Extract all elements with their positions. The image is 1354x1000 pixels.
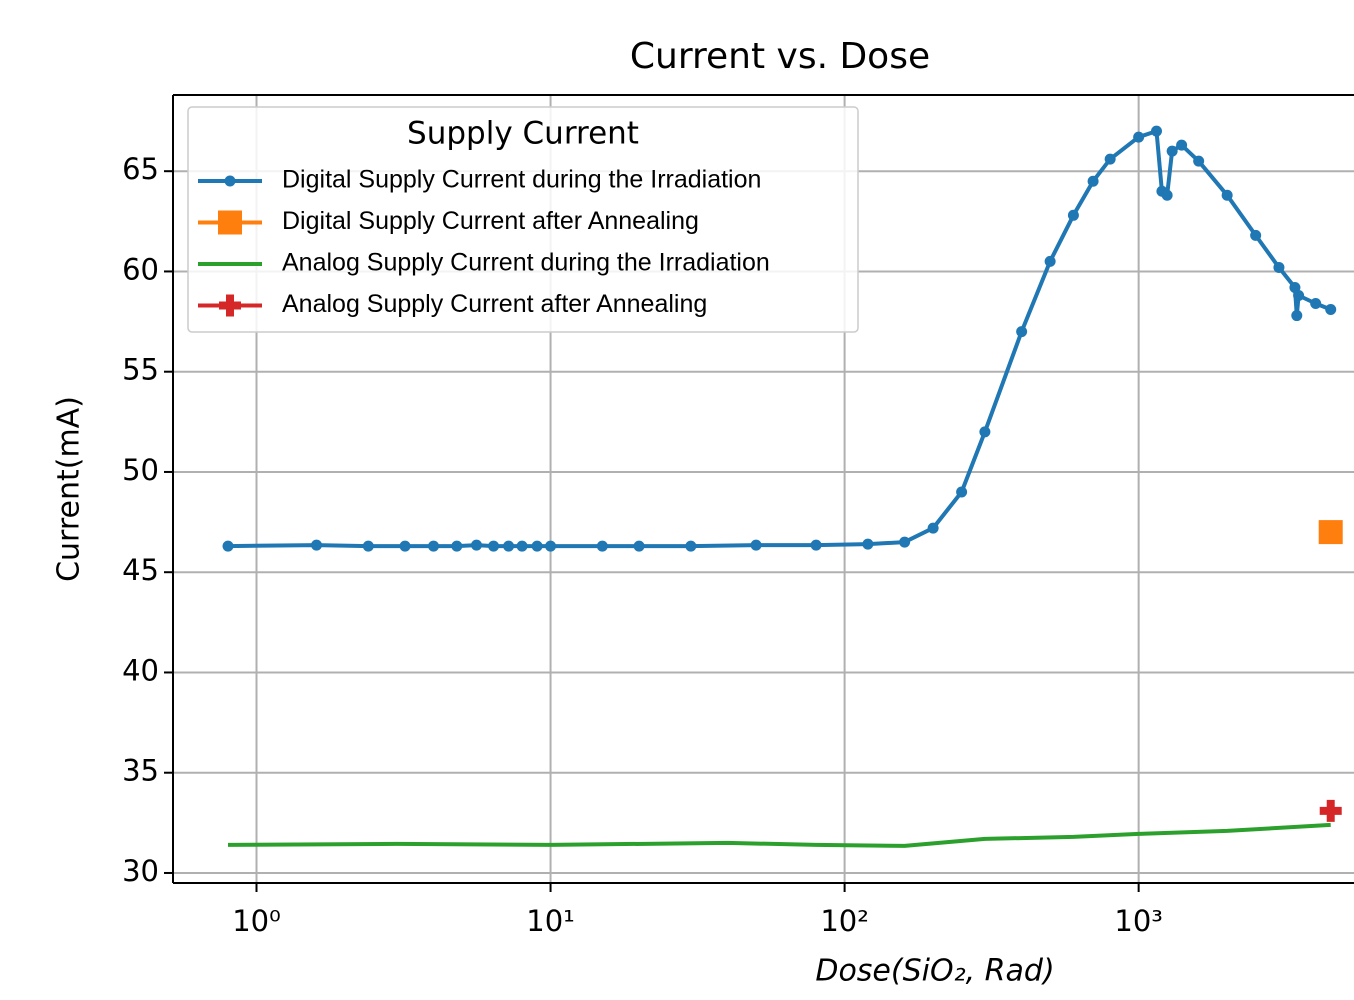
point bbox=[1161, 189, 1173, 201]
y-tick-label: 55 bbox=[122, 353, 159, 387]
legend-title: Supply Current bbox=[407, 116, 639, 152]
point bbox=[471, 539, 483, 551]
series-line bbox=[227, 822, 1331, 848]
point bbox=[1087, 175, 1099, 187]
legend-label: Digital Supply Current during the Irradi… bbox=[282, 166, 761, 194]
point bbox=[1133, 131, 1145, 143]
point bbox=[1310, 298, 1322, 310]
y-tick-label: 50 bbox=[122, 453, 159, 487]
legend-label: Digital Supply Current after Annealing bbox=[282, 207, 699, 235]
point bbox=[1319, 799, 1342, 822]
point bbox=[956, 486, 968, 498]
point bbox=[1016, 326, 1028, 338]
point bbox=[979, 426, 991, 438]
point bbox=[1250, 229, 1262, 241]
point bbox=[218, 210, 242, 235]
point bbox=[1273, 261, 1285, 273]
y-axis-label: Current(mA) bbox=[52, 396, 87, 582]
chart-title: Current vs. Dose bbox=[630, 36, 930, 77]
y-tick-label: 65 bbox=[122, 152, 159, 186]
point bbox=[927, 522, 939, 534]
x-axis-label: Dose(SiO₂, Rad) bbox=[815, 954, 1054, 989]
point bbox=[1166, 145, 1178, 157]
x-tick-label: 10¹ bbox=[526, 904, 575, 938]
point bbox=[488, 540, 500, 552]
legend-label: Analog Supply Current during the Irradia… bbox=[282, 249, 770, 277]
y-tick-label: 40 bbox=[122, 653, 159, 687]
y-tick-label: 30 bbox=[122, 854, 159, 888]
point bbox=[633, 540, 645, 552]
point bbox=[1291, 310, 1303, 322]
point bbox=[862, 538, 874, 550]
point bbox=[1104, 153, 1116, 165]
point bbox=[596, 540, 608, 552]
point bbox=[1325, 304, 1337, 316]
point bbox=[399, 540, 411, 552]
point bbox=[311, 539, 323, 551]
point bbox=[1176, 139, 1188, 151]
point bbox=[1150, 125, 1162, 137]
x-tick-label: 10² bbox=[820, 904, 869, 938]
point bbox=[685, 540, 697, 552]
point bbox=[1067, 209, 1079, 221]
point bbox=[362, 540, 374, 552]
y-tick-label: 45 bbox=[122, 553, 159, 587]
point bbox=[428, 540, 440, 552]
point bbox=[810, 539, 822, 551]
plot-area bbox=[222, 125, 1343, 848]
point bbox=[222, 540, 234, 552]
y-tick-label: 35 bbox=[122, 754, 159, 788]
point bbox=[899, 536, 911, 548]
point bbox=[1318, 520, 1343, 545]
legend-box bbox=[187, 106, 859, 333]
point bbox=[545, 540, 557, 552]
point bbox=[503, 540, 515, 552]
point bbox=[1293, 290, 1305, 302]
legend: Supply Current Digital Supply Current du… bbox=[187, 106, 859, 333]
point bbox=[1221, 189, 1233, 201]
x-tick-label: 10⁰ bbox=[232, 904, 281, 938]
y-tick-label: 60 bbox=[122, 252, 159, 286]
legend-label: Analog Supply Current after Annealing bbox=[282, 290, 707, 318]
x-tick-label: 10³ bbox=[1114, 904, 1163, 938]
point bbox=[531, 540, 543, 552]
point bbox=[1044, 255, 1056, 267]
point bbox=[451, 540, 463, 552]
point bbox=[224, 175, 236, 187]
point bbox=[516, 540, 528, 552]
point bbox=[1193, 155, 1205, 167]
point bbox=[219, 294, 241, 317]
point bbox=[750, 539, 762, 551]
